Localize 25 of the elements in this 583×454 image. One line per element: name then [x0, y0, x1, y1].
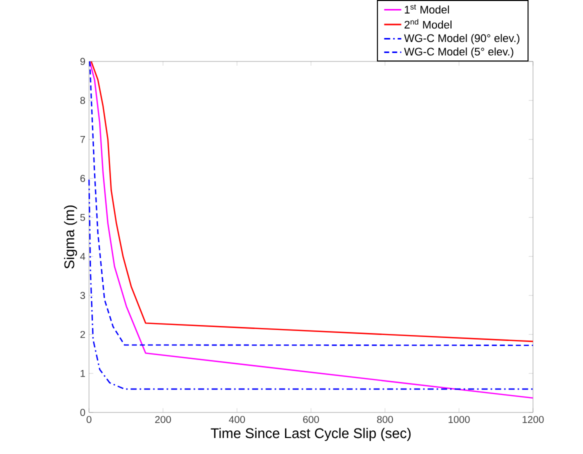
- x-tick-label: 200: [155, 416, 171, 423]
- x-tick-label: 600: [303, 416, 319, 423]
- line-series: [88, 178, 534, 390]
- y-tick-label: 9: [80, 58, 86, 65]
- x-tick-label: 800: [377, 416, 393, 423]
- legend-label: 1$^{st}$ Model: [404, 4, 449, 14]
- y-tick-label: 7: [80, 136, 85, 143]
- legend-label: 2$^{nd}$ Model: [404, 18, 452, 28]
- x-tick-label: 1000: [448, 416, 470, 423]
- y-tick-label: 3: [80, 292, 86, 299]
- x-tick-label: 400: [228, 416, 245, 423]
- y-tick-label: 6: [80, 174, 86, 182]
- y-tick-label: 1: [80, 370, 85, 377]
- x-tick-label: 0: [86, 416, 92, 423]
- x-axis-title: Time Since Last Cycle Slip (sec): [210, 428, 411, 441]
- y-tick-label: 2: [80, 330, 85, 338]
- y-tick-label: 0: [80, 408, 86, 416]
- y-tick-label: 4: [80, 252, 86, 260]
- line-series: [89, 60, 534, 398]
- y-axis-title: Sigma (m): [64, 205, 78, 268]
- y-tick-label: 8: [80, 96, 86, 104]
- x-tick-label: 1200: [522, 416, 544, 423]
- legend-label: WG-C Model (90° elev.): [404, 34, 520, 44]
- legend-label: WG-C Model (5° elev.): [404, 47, 514, 58]
- y-tick-label: 5: [80, 214, 86, 221]
